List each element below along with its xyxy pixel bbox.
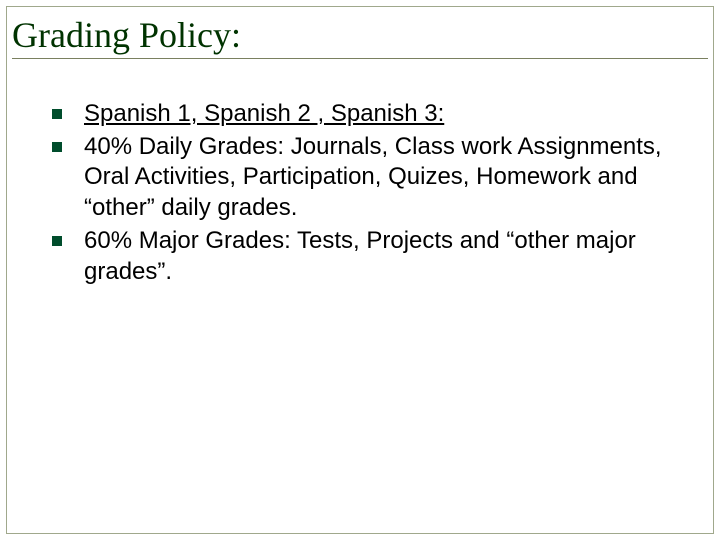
bullet-text: 40% Daily Grades: Journals, Class work A… xyxy=(84,132,672,224)
title-underline xyxy=(12,58,708,59)
square-bullet-icon xyxy=(52,142,62,152)
list-item: 60% Major Grades: Tests, Projects and “o… xyxy=(52,226,672,287)
bullet-text: Spanish 1, Spanish 2 , Spanish 3: xyxy=(84,99,444,130)
bullet-text: 60% Major Grades: Tests, Projects and “o… xyxy=(84,226,672,287)
bullet-list: Spanish 1, Spanish 2 , Spanish 3: 40% Da… xyxy=(52,99,672,287)
list-item: 40% Daily Grades: Journals, Class work A… xyxy=(52,132,672,224)
square-bullet-icon xyxy=(52,236,62,246)
content-area: Spanish 1, Spanish 2 , Spanish 3: 40% Da… xyxy=(0,63,720,309)
title-area: Grading Policy: xyxy=(0,0,720,63)
list-item: Spanish 1, Spanish 2 , Spanish 3: xyxy=(52,99,672,130)
square-bullet-icon xyxy=(52,109,62,119)
slide-title: Grading Policy: xyxy=(12,14,708,56)
